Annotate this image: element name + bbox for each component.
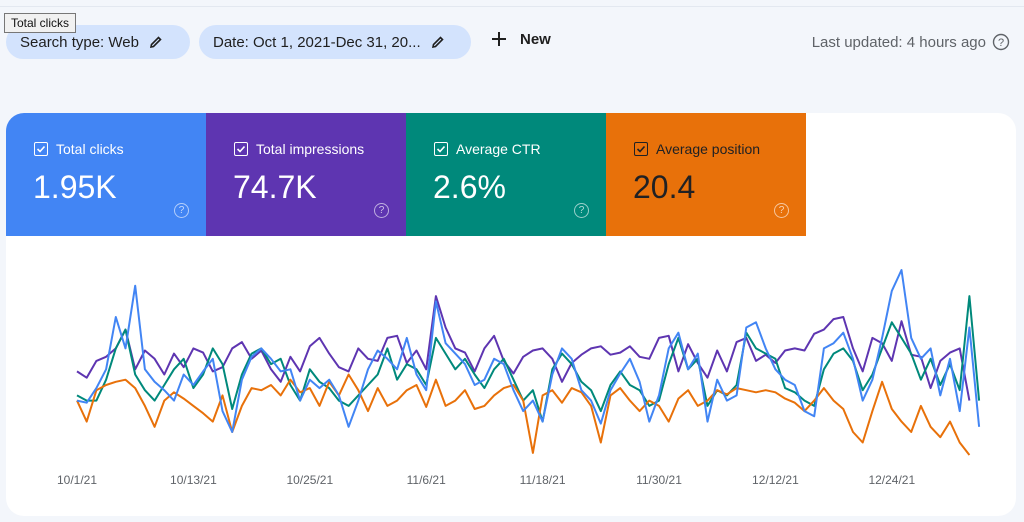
card-value: 2.6% xyxy=(433,169,506,205)
plus-icon xyxy=(492,32,506,46)
x-tick-label: 10/13/21 xyxy=(170,473,217,487)
performance-panel: Total clicks 1.95K? Total impressions 74.7K… xyxy=(6,113,1016,516)
series-line xyxy=(76,295,981,423)
help-icon[interactable]: ? xyxy=(992,33,1010,51)
last-updated-text: Last updated: 4 hours ago xyxy=(811,33,986,51)
metric-card[interactable]: Average position 20.4? xyxy=(606,113,806,236)
series-line xyxy=(76,269,981,433)
edit-icon xyxy=(149,36,162,49)
x-tick-label: 12/24/21 xyxy=(868,473,915,487)
edit-icon xyxy=(431,36,444,49)
svg-text:?: ? xyxy=(998,37,1004,49)
help-icon[interactable]: ? xyxy=(774,203,789,218)
metric-card[interactable]: Total impressions 74.7K? xyxy=(206,113,406,236)
card-value: 20.4 xyxy=(633,169,696,205)
new-label: New xyxy=(520,30,551,48)
checkbox[interactable] xyxy=(34,142,48,156)
search-type-chip[interactable]: Search type: Web xyxy=(6,25,190,59)
checkbox[interactable] xyxy=(434,142,448,156)
new-button[interactable]: New xyxy=(490,30,551,48)
help-icon[interactable]: ? xyxy=(174,203,189,218)
last-updated: Last updated: 4 hours ago ? xyxy=(812,33,1010,51)
card-value: 1.95K xyxy=(33,169,117,205)
card-label: Average CTR xyxy=(456,141,541,157)
checkbox[interactable] xyxy=(234,142,248,156)
help-icon[interactable]: ? xyxy=(574,203,589,218)
tooltip: Total clicks xyxy=(4,13,77,33)
chip-label: Search type: Web xyxy=(20,33,139,51)
x-tick-label: 12/12/21 xyxy=(752,473,799,487)
card-label: Average position xyxy=(656,141,761,157)
x-tick-label: 10/25/21 xyxy=(286,473,333,487)
card-label: Total clicks xyxy=(56,141,124,157)
metric-card[interactable]: Average CTR 2.6%? xyxy=(406,113,606,236)
card-label-row: Total impressions xyxy=(234,141,364,157)
card-value: 74.7K xyxy=(233,169,317,205)
x-tick-label: 11/6/21 xyxy=(407,473,446,487)
x-tick-label: 10/1/21 xyxy=(57,473,97,487)
card-label: Total impressions xyxy=(256,141,365,157)
x-tick-label: 11/18/21 xyxy=(520,473,566,487)
card-label-row: Average CTR xyxy=(434,141,541,157)
date-chip[interactable]: Date: Oct 1, 2021-Dec 31, 20... xyxy=(199,25,471,59)
card-label-row: Average position xyxy=(634,141,760,157)
checkbox[interactable] xyxy=(634,142,648,156)
card-label-row: Total clicks xyxy=(34,141,124,157)
x-tick-label: 11/30/21 xyxy=(636,473,682,487)
metric-card[interactable]: Total clicks 1.95K? xyxy=(6,113,206,236)
chip-label: Date: Oct 1, 2021-Dec 31, 20... xyxy=(213,33,421,51)
series-line xyxy=(76,295,971,401)
divider xyxy=(0,6,1024,7)
chart: 10/1/21 10/13/21 10/25/21 11/6/21 11/18/21 11… xyxy=(57,269,981,487)
series-line xyxy=(76,373,971,456)
help-icon[interactable]: ? xyxy=(374,203,389,218)
